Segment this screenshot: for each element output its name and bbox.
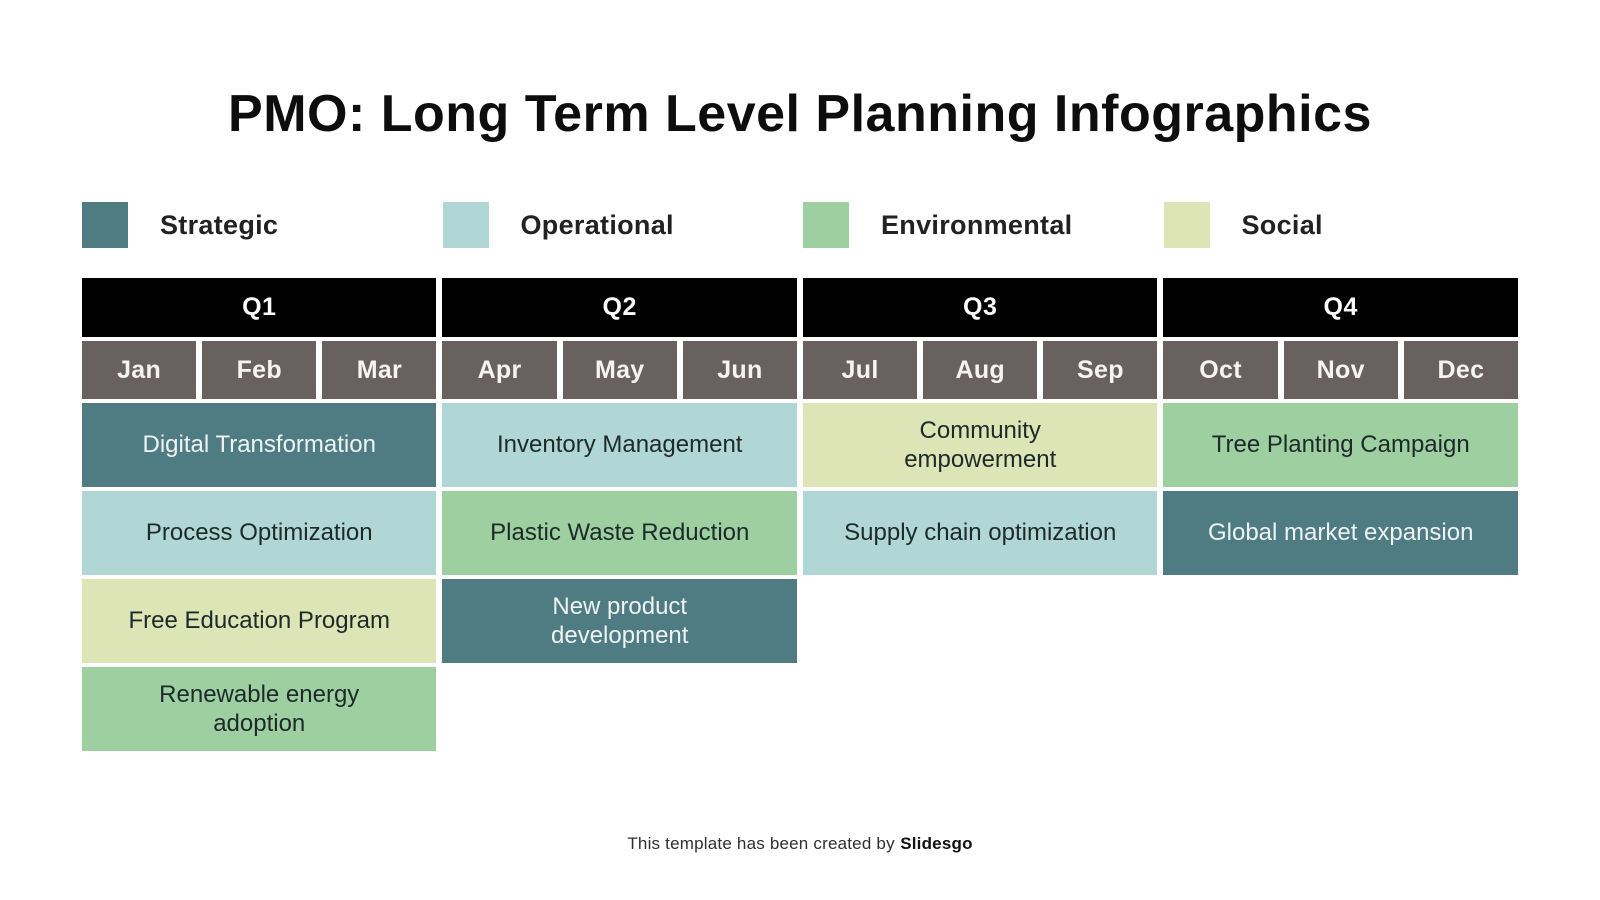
- quarter-header-q2: Q2: [442, 278, 797, 337]
- legend-label-environmental: Environmental: [881, 209, 1073, 240]
- task-bar-global-market-expansion: Global market expansion: [1163, 491, 1518, 575]
- legend-swatch-operational: [442, 202, 489, 248]
- month-header-apr: Apr: [442, 341, 557, 399]
- month-header-oct: Oct: [1163, 341, 1278, 399]
- task-bar-community-empowerment: Community empowerment: [802, 403, 1158, 487]
- legend-label-strategic: Strategic: [160, 209, 279, 240]
- legend-item-environmental: Environmental: [803, 202, 1158, 248]
- task-bar-tree-planting-campaign: Tree Planting Campaign: [1163, 403, 1518, 487]
- month-header-feb: Feb: [202, 341, 317, 399]
- task-bar-supply-chain-optimization: Supply chain optimization: [802, 491, 1158, 575]
- footer-credit: This template has been created by Slidesg…: [0, 834, 1600, 854]
- month-header-sep: Sep: [1043, 341, 1158, 399]
- month-header-aug: Aug: [923, 341, 1038, 399]
- task-bar-free-education-program: Free Education Program: [82, 579, 437, 663]
- month-header-jul: Jul: [802, 341, 918, 399]
- month-header-jan: Jan: [82, 341, 197, 399]
- month-header-dec: Dec: [1403, 341, 1518, 399]
- task-bar-process-optimization: Process Optimization: [82, 491, 437, 575]
- legend-swatch-environmental: [803, 202, 849, 248]
- legend-label-operational: Operational: [520, 209, 674, 240]
- month-header-jun: Jun: [682, 341, 797, 399]
- task-bar-plastic-waste-reduction: Plastic Waste Reduction: [442, 491, 797, 575]
- month-header-may: May: [562, 341, 677, 399]
- task-bar-new-product-development: New product development: [442, 579, 797, 663]
- legend: Strategic Operational Environmental Soci…: [82, 202, 1518, 248]
- slide-title: PMO: Long Term Level Planning Infographi…: [228, 85, 1372, 143]
- task-bar-renewable-energy-adoption: Renewable energy adoption: [82, 667, 437, 751]
- legend-swatch-strategic: [82, 202, 128, 248]
- quarter-header-q4: Q4: [1163, 278, 1518, 337]
- legend-item-operational: Operational: [442, 202, 798, 248]
- quarter-header-q3: Q3: [802, 278, 1158, 337]
- footer-credit-text: This template has been created by: [627, 834, 895, 853]
- footer-brand: Slidesgo: [900, 834, 973, 853]
- task-bar-digital-transformation: Digital Transformation: [82, 403, 437, 487]
- quarter-header-q1: Q1: [82, 278, 437, 337]
- task-bar-inventory-management: Inventory Management: [442, 403, 797, 487]
- legend-item-strategic: Strategic: [82, 202, 437, 248]
- month-header-nov: Nov: [1283, 341, 1398, 399]
- legend-item-social: Social: [1163, 202, 1519, 248]
- legend-label-social: Social: [1241, 209, 1323, 240]
- legend-swatch-social: [1163, 202, 1210, 248]
- planning-grid: Q1 Q2 Q3 Q4 Jan Feb Mar Apr May Jun Jul …: [82, 278, 1518, 751]
- month-header-mar: Mar: [322, 341, 437, 399]
